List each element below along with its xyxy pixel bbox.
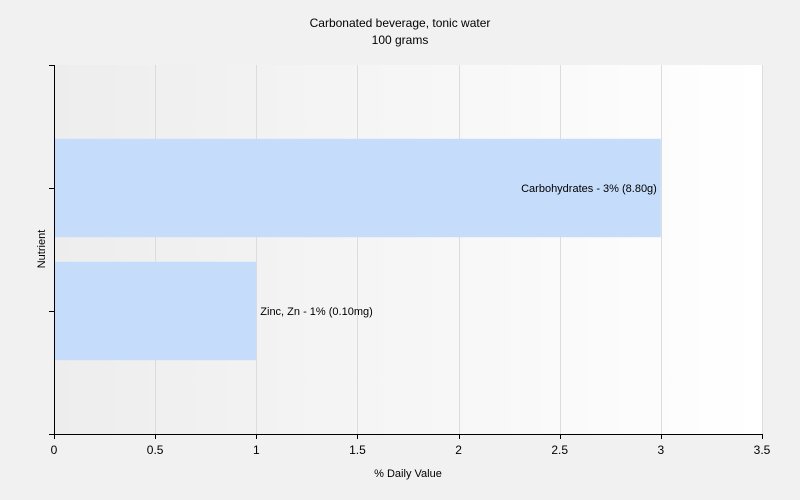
bar-label: Zinc, Zn - 1% (0.10mg) [260,306,372,318]
x-tick-label: 0 [51,443,58,457]
x-tick-labels: 0 0.5 1 1.5 2 2.5 3 3.5 [51,443,771,457]
bar [54,138,661,238]
x-tick-label: 3.5 [754,443,771,457]
plot-area [54,65,762,434]
x-axis-label: % Daily Value [374,468,442,480]
axes [49,65,763,439]
y-axis-label: Nutrient [36,230,48,269]
bars: Carbohydrates - 3% (8.80g) Zinc, Zn - 1% … [54,138,661,361]
bar [54,261,257,361]
bar-label: Carbohydrates - 3% (8.80g) [521,183,657,195]
grid-lines [155,65,763,434]
x-tick-label: 3 [658,443,665,457]
x-tick-label: 2 [455,443,462,457]
chart-subtitle: 100 grams [372,33,429,47]
x-tick-label: 1.5 [349,443,366,457]
x-tick-label: 1 [253,443,260,457]
x-tick-label: 2.5 [551,443,568,457]
x-tick-label: 0.5 [147,443,164,457]
chart-title: Carbonated beverage, tonic water [310,16,491,30]
